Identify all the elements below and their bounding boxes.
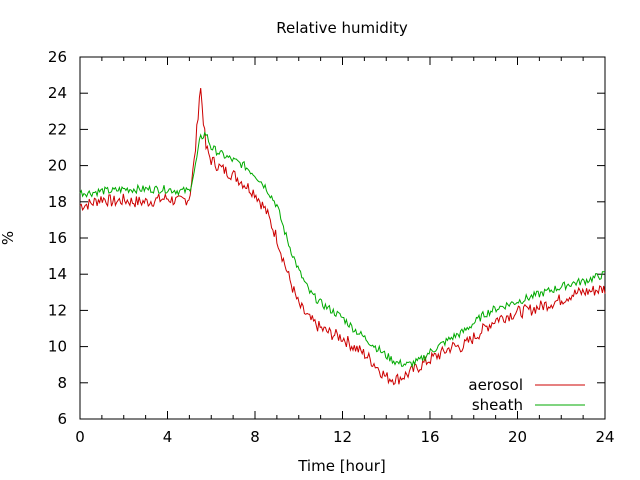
x-tick-label: 0 bbox=[75, 428, 85, 446]
plot-frame bbox=[79, 56, 606, 420]
legend-label-sheath: sheath bbox=[472, 396, 523, 414]
y-tick-label: 10 bbox=[48, 338, 67, 356]
y-tick-label: 24 bbox=[48, 84, 67, 102]
y-tick-label: 6 bbox=[57, 410, 67, 428]
y-tick-label: 20 bbox=[48, 157, 67, 175]
series-layer bbox=[79, 88, 606, 386]
y-tick-label: 22 bbox=[48, 120, 67, 138]
x-tick-label: 12 bbox=[333, 428, 352, 446]
y-tick-label: 14 bbox=[48, 265, 67, 283]
chart-title: Relative humidity bbox=[276, 19, 408, 37]
ticks: 0 4 8 12 16 20 24 6 8 10 12 14 16 18 20 22 24 26 bbox=[48, 48, 615, 446]
series-line-aerosol bbox=[79, 88, 606, 386]
y-tick-label: 26 bbox=[48, 48, 67, 66]
x-tick-label: 16 bbox=[420, 428, 439, 446]
y-tick-label: 16 bbox=[48, 229, 67, 247]
y-tick-label: 18 bbox=[48, 193, 67, 211]
y-tick-label: 8 bbox=[57, 374, 67, 392]
y-axis-label: % bbox=[0, 231, 17, 245]
x-tick-label: 8 bbox=[250, 428, 260, 446]
x-tick-label: 4 bbox=[163, 428, 173, 446]
legend-label-aerosol: aerosol bbox=[468, 376, 523, 394]
x-tick-label: 20 bbox=[508, 428, 527, 446]
legend: aerosol sheath bbox=[468, 376, 585, 414]
x-axis-label: Time [hour] bbox=[297, 457, 386, 475]
series-line-sheath bbox=[79, 131, 606, 369]
x-tick-label: 24 bbox=[595, 428, 614, 446]
y-tick-label: 12 bbox=[48, 301, 67, 319]
